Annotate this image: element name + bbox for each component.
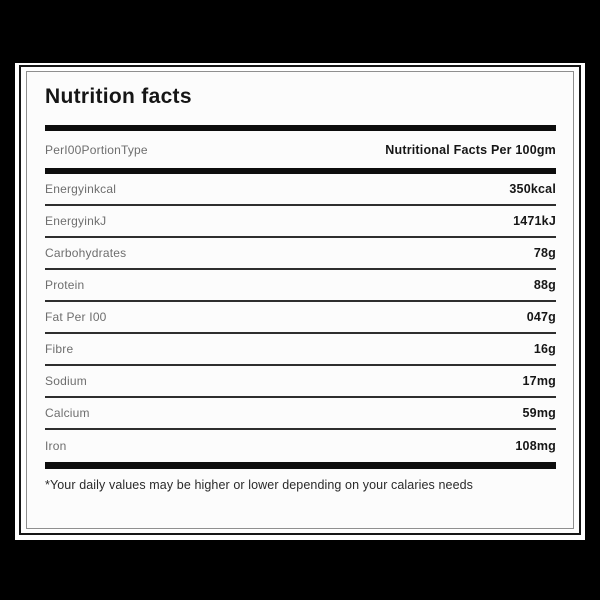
divider-bar-bottom — [45, 462, 556, 469]
nutrient-label: Fibre — [45, 342, 74, 356]
table-row: EnergyinkJ 1471kJ — [45, 206, 556, 238]
nutrient-label: EnergyinkJ — [45, 214, 107, 228]
footnote: *Your daily values may be higher or lowe… — [45, 478, 474, 492]
nutrient-value: 350kcal — [509, 182, 556, 196]
nutrient-value: 047g — [526, 310, 556, 324]
header-row-label: PerI00PortionType — [45, 142, 148, 157]
table-row: Iron 108mg — [45, 430, 556, 462]
divider-bar-header — [45, 168, 556, 174]
nutrient-label: Fat Per I00 — [45, 310, 107, 324]
nutrient-label: Iron — [45, 439, 67, 453]
divider-bar-top — [45, 125, 556, 131]
table-row: Protein 88g — [45, 270, 556, 302]
table-row: Calcium 59mg — [45, 398, 556, 430]
nutrient-value: 16g — [533, 342, 556, 356]
nutrient-label: Energyinkcal — [45, 182, 117, 196]
table-row: Carbohydrates 78g — [45, 238, 556, 270]
table-row: Fibre 16g — [45, 334, 556, 366]
nutrient-value: 108mg — [515, 439, 556, 453]
nutrient-label: Carbohydrates — [45, 246, 127, 260]
nutrient-value: 1471kJ — [513, 214, 556, 228]
nutrition-card: Nutrition facts PerI00PortionType Nutrit… — [15, 63, 585, 540]
nutrient-value: 78g — [533, 246, 556, 260]
card-outer-frame: Nutrition facts PerI00PortionType Nutrit… — [19, 65, 581, 535]
table-row: Sodium 17mg — [45, 366, 556, 398]
nutrient-value: 17mg — [522, 374, 556, 388]
nutrient-value: 88g — [533, 278, 556, 292]
nutrient-label: Protein — [45, 278, 85, 292]
nutrient-value: 59mg — [522, 406, 556, 420]
nutrient-label: Sodium — [45, 374, 87, 388]
nutrient-table: Energyinkcal 350kcal EnergyinkJ 1471kJ C… — [45, 174, 556, 462]
nutrient-label: Calcium — [45, 406, 90, 420]
page-title: Nutrition facts — [45, 85, 192, 108]
header-row-value: Nutritional Facts Per 100gm — [385, 142, 556, 157]
table-header-row: PerI00PortionType Nutritional Facts Per … — [45, 131, 556, 168]
table-row: Energyinkcal 350kcal — [45, 174, 556, 206]
table-row: Fat Per I00 047g — [45, 302, 556, 334]
card-inner-frame: Nutrition facts PerI00PortionType Nutrit… — [26, 71, 574, 529]
